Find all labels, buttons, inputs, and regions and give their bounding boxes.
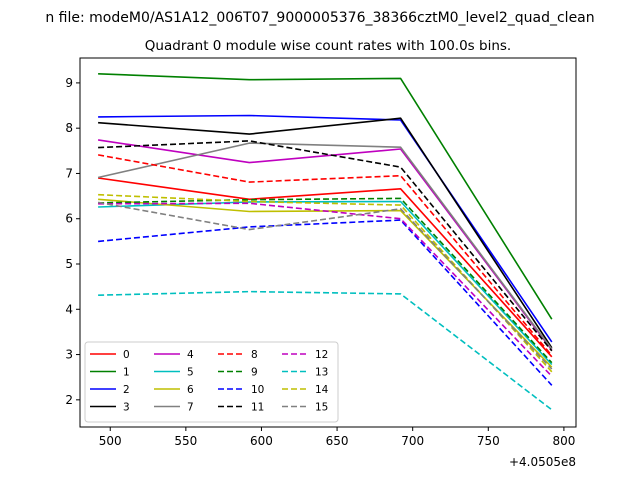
legend-label-13: 13 [315,367,328,379]
legend-label-11: 11 [251,402,264,414]
x-tick-label: 650 [326,434,349,448]
series-line-11 [98,140,553,352]
series-line-5 [98,200,553,366]
y-tick-label: 6 [65,212,73,226]
series-line-9 [98,197,553,364]
x-tick-label: 600 [250,434,273,448]
y-tick-label: 8 [65,121,73,135]
plot-area [97,73,553,411]
legend-label-6: 6 [187,384,194,396]
legend-label-9: 9 [251,367,258,379]
series-line-8 [97,154,553,357]
y-tick-label: 4 [65,302,73,316]
series-line-13 [98,290,553,411]
legend-label-8: 8 [251,349,258,361]
legend-label-2: 2 [123,384,130,396]
series-line-15 [97,201,553,370]
legend-label-14: 14 [315,384,329,396]
legend-label-12: 12 [315,349,328,361]
legend-label-10: 10 [251,384,264,396]
legend-label-3: 3 [123,402,130,414]
legend-label-5: 5 [187,367,194,379]
chart-suptitle: n file: modeM0/AS1A12_006T07_9000005376_… [45,10,594,26]
legend-label-1: 1 [123,367,130,379]
y-tick-label: 3 [65,348,73,362]
series-line-12 [98,202,553,377]
x-tick-label: 750 [477,434,500,448]
y-tick-label: 9 [65,76,73,90]
x-tick-label: 550 [174,434,197,448]
series-line-2 [98,114,553,343]
series-line-3 [98,117,553,349]
series-line-1 [98,73,553,320]
y-tick-label: 7 [65,166,73,180]
legend-label-4: 4 [187,349,194,361]
axes-frame [79,57,577,428]
legend-label-0: 0 [123,349,130,361]
x-tick-label: 500 [99,434,122,448]
x-tick-label: 800 [552,434,575,448]
legend-label-7: 7 [187,402,194,414]
x-offset-label: +4.0505e8 [509,455,576,469]
series-line-4 [97,139,553,351]
y-tick-label: 5 [65,257,73,271]
legend-label-15: 15 [315,402,328,414]
y-tick-label: 2 [65,393,73,407]
series-line-10 [98,219,553,386]
chart-title: Quadrant 0 module wise count rates with … [145,38,511,54]
legend-box [84,341,339,423]
series-line-7 [97,142,553,350]
x-tick-label: 700 [401,434,424,448]
series-line-0 [97,177,553,358]
